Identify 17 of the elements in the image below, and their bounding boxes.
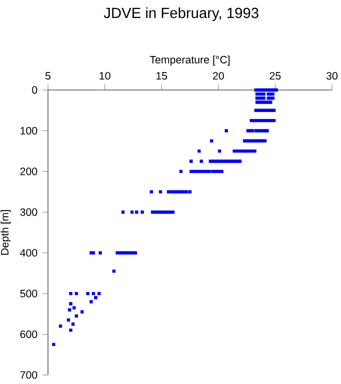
y-axis-title: Depth [m] — [0, 210, 11, 255]
y-tick-label: 100 — [20, 126, 38, 134]
x-tick-label: 5 — [45, 72, 51, 80]
x-tick-label: 15 — [156, 72, 168, 80]
y-tick-label: 400 — [20, 249, 38, 257]
x-axis-title: Temperature [°C] — [150, 56, 230, 66]
x-tick-label: 25 — [270, 72, 281, 80]
x-tick-label: 10 — [100, 72, 110, 80]
y-tick-label: 600 — [20, 330, 38, 338]
x-tick-label: 20 — [213, 72, 224, 80]
y-tick-label: 200 — [20, 168, 38, 176]
x-tick-label: 30 — [326, 72, 338, 80]
chart-title: JDVE in February, 1993 — [104, 7, 258, 22]
y-tick-label: 0 — [32, 86, 38, 94]
y-tick-label: 500 — [20, 290, 38, 298]
y-tick-label: 300 — [20, 208, 38, 216]
y-tick-label: 700 — [20, 371, 38, 379]
